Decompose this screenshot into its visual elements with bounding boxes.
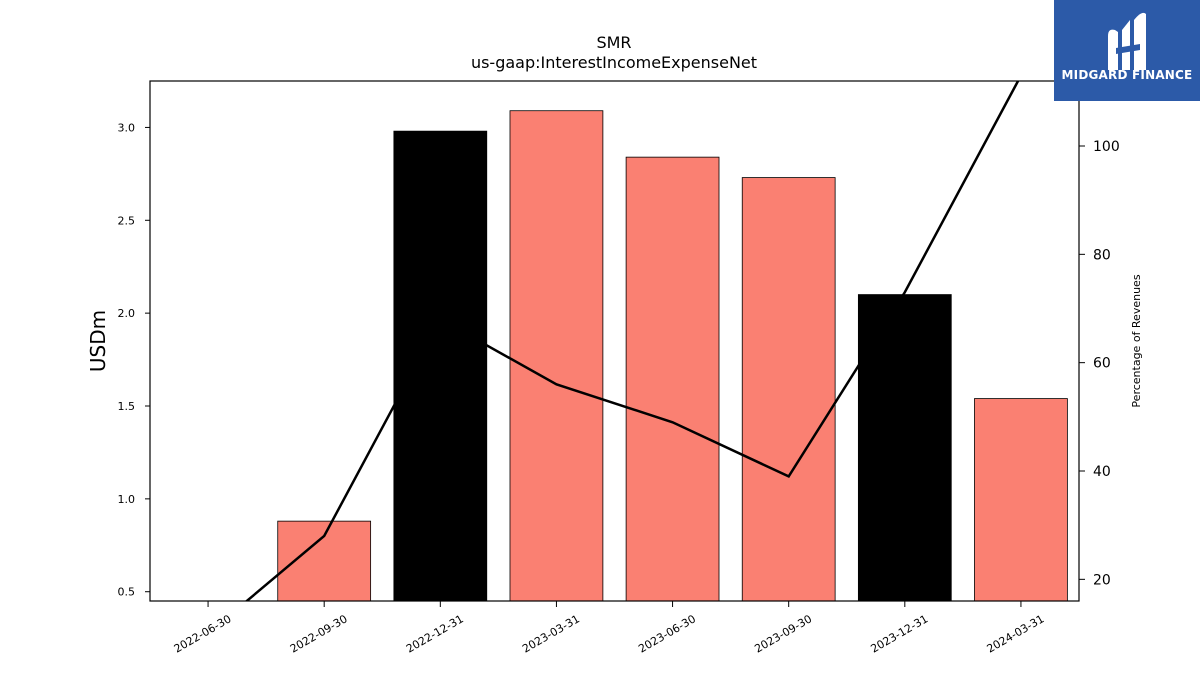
- percentage-line: [244, 81, 1020, 601]
- bar-2023-12-31: [857, 294, 952, 602]
- y-axis-right: 20 40 60 80 100: [1079, 139, 1120, 588]
- bar-2022-09-30: [277, 520, 372, 602]
- chart-title: SMR: [596, 33, 631, 52]
- x-axis: 2022-06-30 2022-09-30 2022-12-31 2023-03-31…: [172, 601, 1047, 656]
- midgard-m-logo-icon: [1054, 0, 1200, 101]
- x-tick-label: 2023-03-31: [520, 612, 582, 655]
- bar-2023-03-31: [509, 110, 604, 602]
- x-tick-label: 2023-12-31: [868, 612, 930, 655]
- y2-axis-label: Percentage of Revenues: [1130, 274, 1143, 407]
- x-tick-label: 2022-12-31: [404, 612, 466, 655]
- y2-tick-label: 20: [1093, 572, 1111, 588]
- bar-2023-06-30: [625, 156, 720, 602]
- x-tick-label: 2022-06-30: [172, 612, 234, 655]
- y2-tick-label: 40: [1093, 464, 1111, 480]
- x-tick-label: 2023-09-30: [752, 612, 814, 655]
- line-series: [244, 81, 1020, 601]
- y-tick-label: 3.0: [118, 121, 136, 134]
- bar-2023-09-30: [741, 177, 836, 602]
- bar-2022-12-31: [393, 130, 488, 602]
- x-tick-label: 2023-06-30: [636, 612, 698, 655]
- y2-tick-label: 100: [1093, 139, 1120, 155]
- bar-series: [277, 110, 1068, 602]
- y2-tick-label: 60: [1093, 356, 1111, 372]
- bar-2024-03-31: [974, 398, 1068, 602]
- y-tick-label: 0.5: [118, 586, 136, 599]
- y-tick-label: 2.5: [118, 214, 136, 227]
- y-tick-label: 1.5: [118, 400, 136, 413]
- brand-name: MIDGARD FINANCE: [1061, 68, 1193, 82]
- y-axis-left: 0.5 1.0 1.5 2.0 2.5 3.0: [118, 121, 150, 599]
- y-axis-label: USDm: [86, 310, 110, 372]
- plot-frame: [149, 80, 1080, 602]
- y2-tick-label: 80: [1093, 247, 1111, 263]
- x-tick-label: 2024-03-31: [985, 612, 1047, 655]
- chart-subtitle: us-gaap:InterestIncomeExpenseNet: [471, 53, 757, 72]
- y-tick-label: 1.0: [118, 493, 136, 506]
- x-tick-label: 2022-09-30: [288, 612, 350, 655]
- brand-logo: MIDGARD FINANCE: [1054, 0, 1200, 101]
- y-tick-label: 2.0: [118, 307, 136, 320]
